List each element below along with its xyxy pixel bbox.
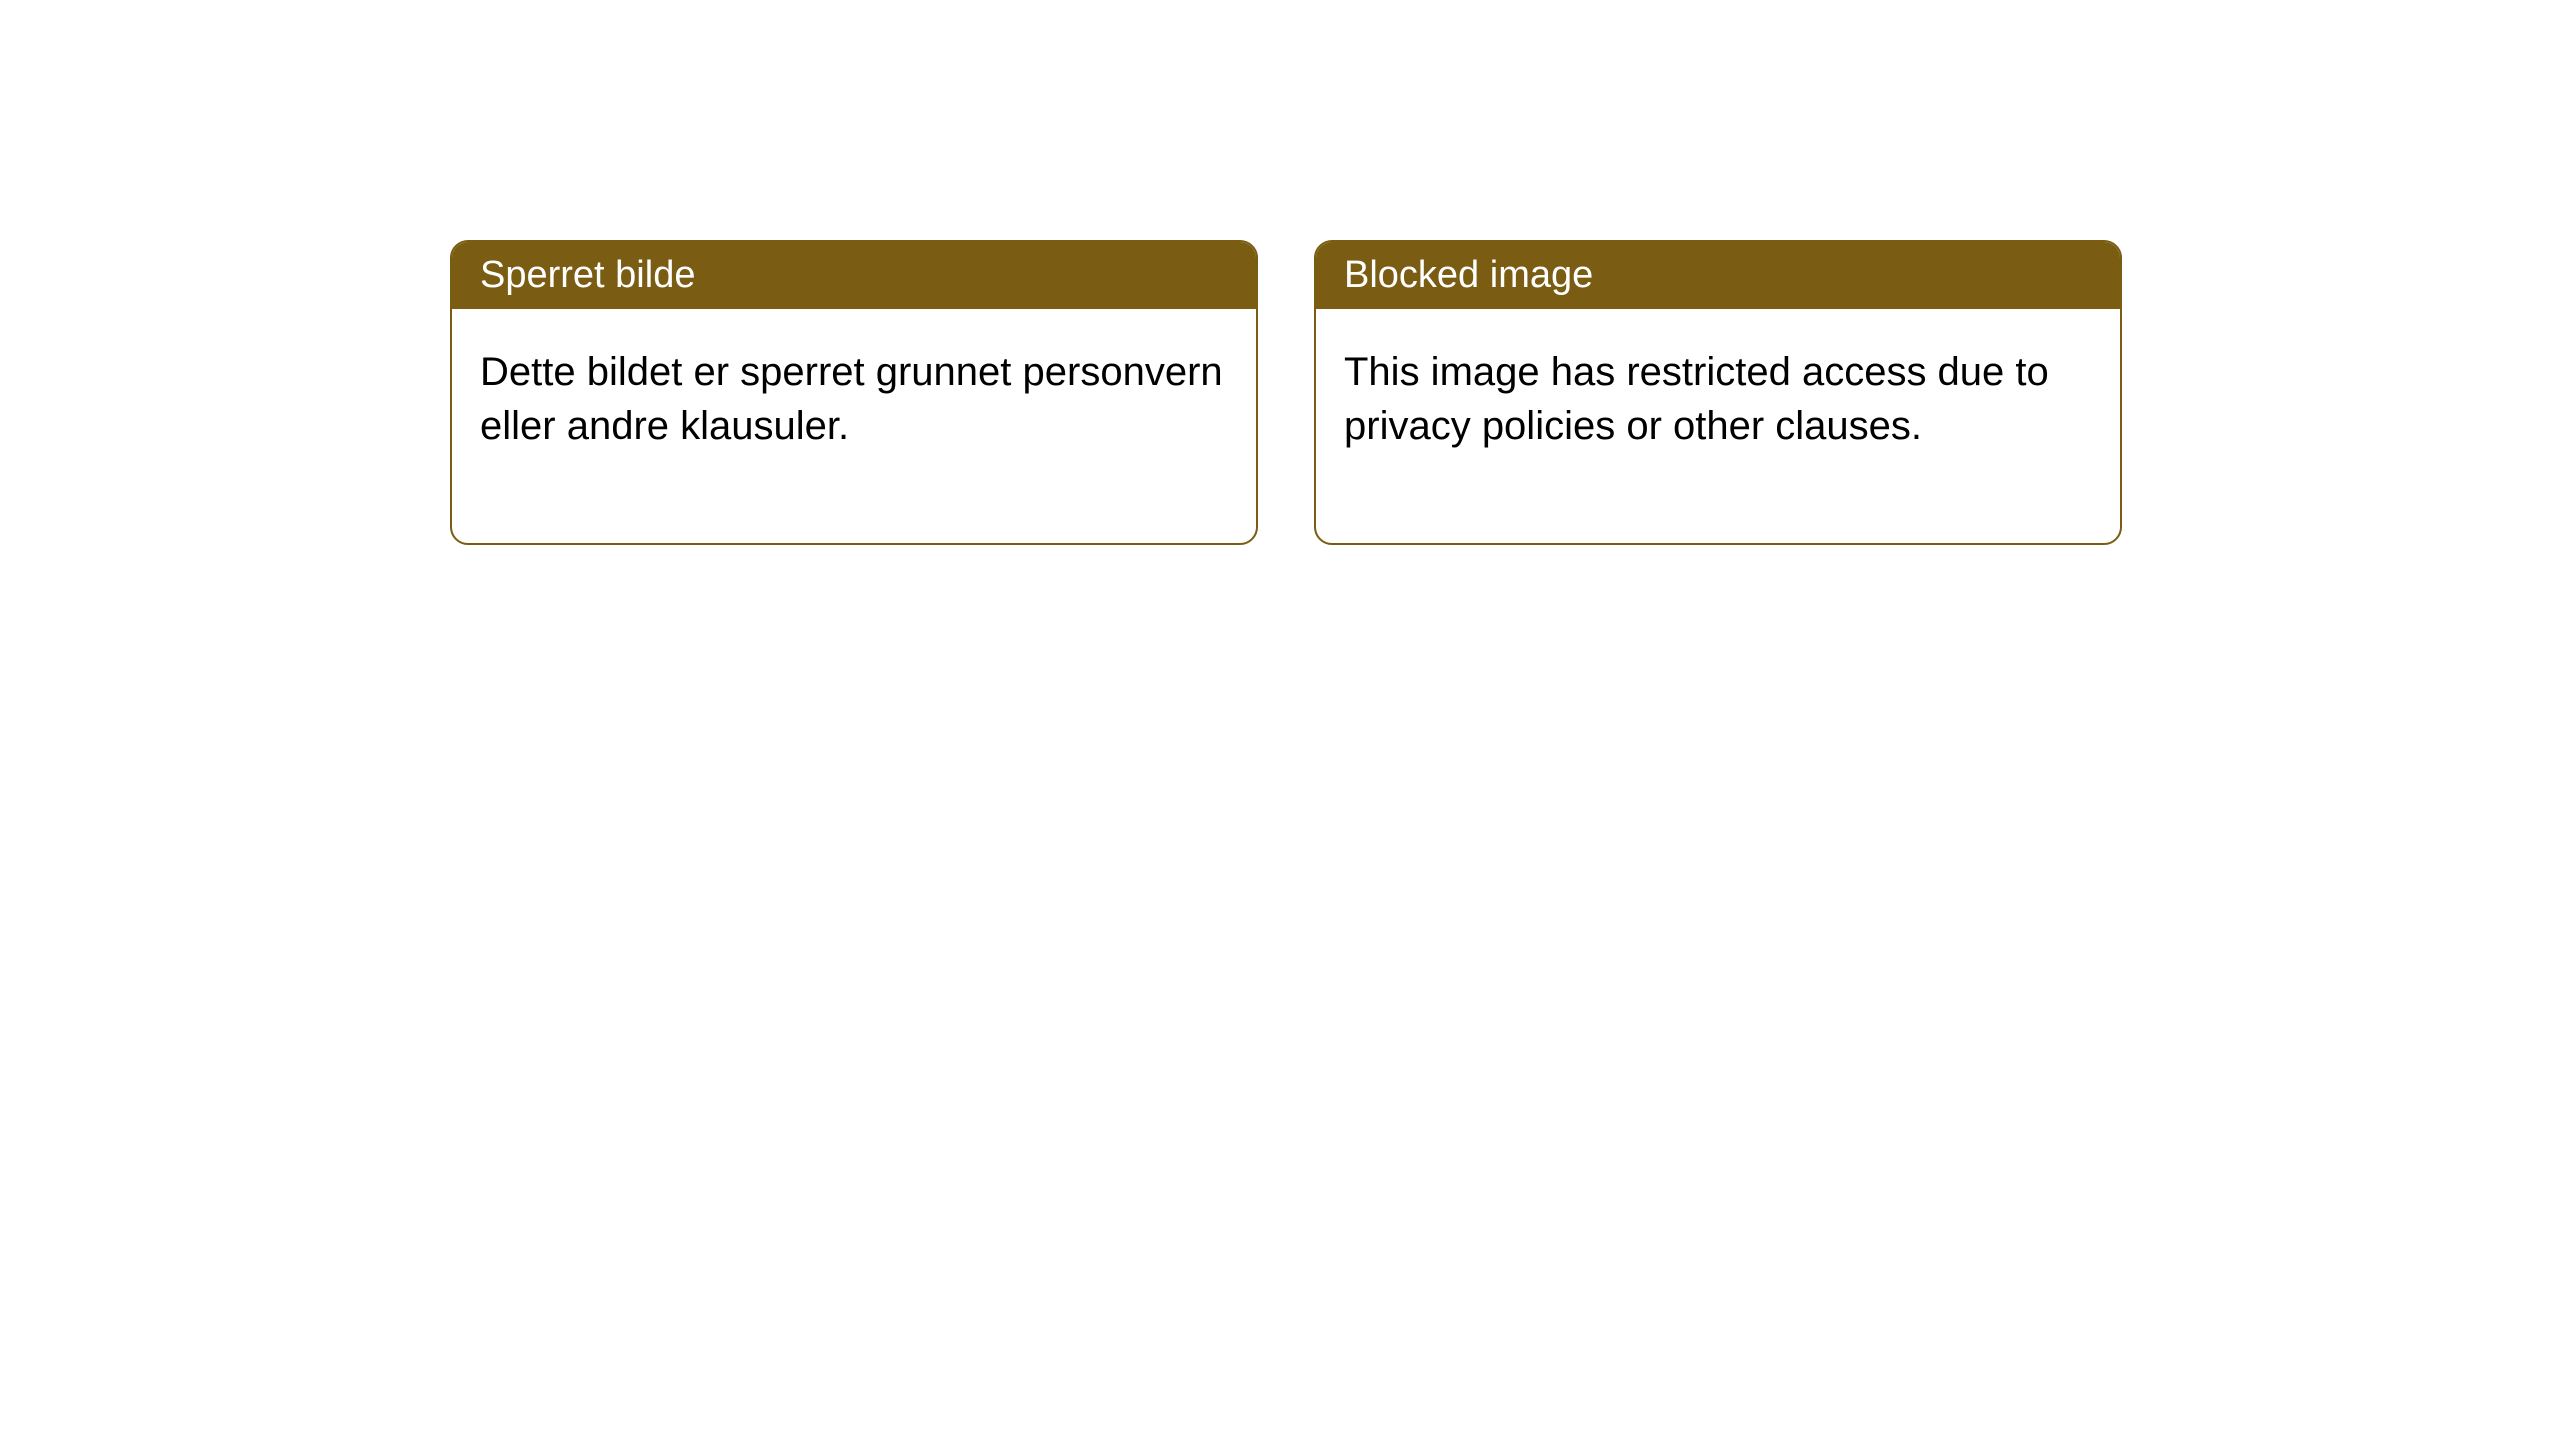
notice-body-en: This image has restricted access due to … bbox=[1316, 309, 2120, 543]
notice-title-en: Blocked image bbox=[1316, 242, 2120, 309]
notice-title-no: Sperret bilde bbox=[452, 242, 1256, 309]
notice-card-en: Blocked image This image has restricted … bbox=[1314, 240, 2122, 545]
notice-container: Sperret bilde Dette bildet er sperret gr… bbox=[0, 0, 2560, 545]
notice-card-no: Sperret bilde Dette bildet er sperret gr… bbox=[450, 240, 1258, 545]
notice-body-no: Dette bildet er sperret grunnet personve… bbox=[452, 309, 1256, 543]
